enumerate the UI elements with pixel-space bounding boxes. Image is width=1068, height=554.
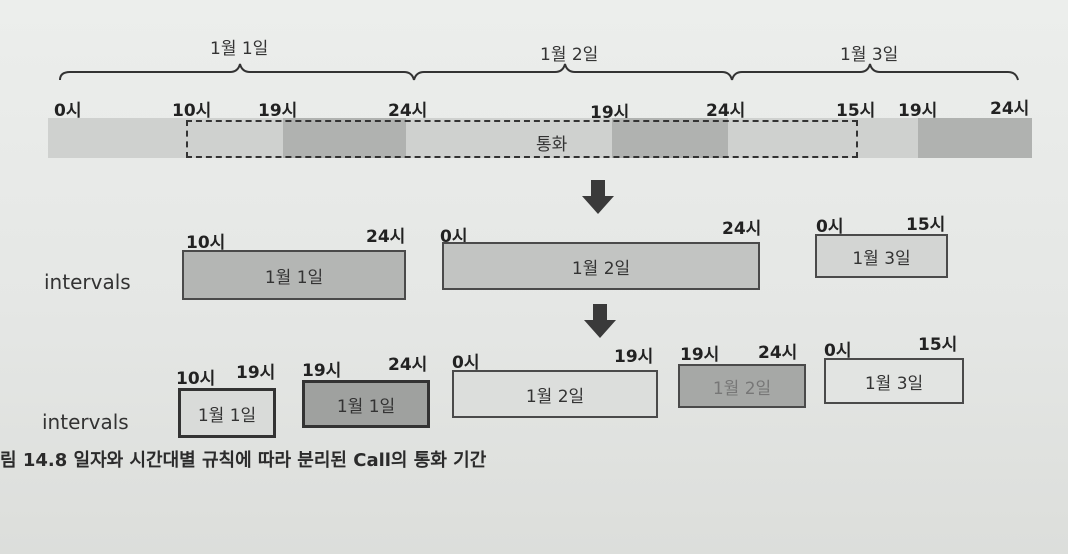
interval-box-day3: 1월 3일: [815, 234, 948, 278]
tick-label: 0시: [452, 353, 480, 373]
timeline-segment-light: [728, 118, 918, 158]
interval-box-day2-b: 1월 2일: [678, 364, 806, 408]
interval-label: 1월 2일: [571, 258, 631, 279]
day-label-3: 1월 3일: [840, 45, 899, 65]
tick-label: 24시: [388, 355, 428, 375]
day-braces: [59, 63, 1019, 81]
tick-label: 24시: [366, 227, 406, 247]
figure-caption: 림 14.8 일자와 시간대별 규칙에 따라 분리된 Call의 통화 기간: [0, 450, 487, 471]
hour-label: 19시: [898, 101, 938, 121]
interval-label: 1월 1일: [336, 396, 396, 417]
timeline-segment-light: [406, 118, 612, 158]
interval-label: 1월 2일: [525, 386, 585, 407]
tick-label: 19시: [236, 363, 276, 383]
day-label-1: 1월 1일: [210, 39, 269, 59]
timeline-segment-dark: [283, 118, 406, 158]
hour-label: 24시: [990, 99, 1030, 119]
hour-label: 19시: [258, 101, 298, 121]
down-arrow-icon: [582, 180, 614, 214]
interval-label: 1월 1일: [264, 267, 324, 288]
tick-label: 10시: [176, 369, 216, 389]
tick-label: 10시: [186, 233, 226, 253]
tick-label: 19시: [302, 361, 342, 381]
call-label: 통화: [536, 135, 568, 155]
timeline-segment-dark: [612, 118, 728, 158]
tick-label: 15시: [906, 215, 946, 235]
tick-label: 19시: [680, 345, 720, 365]
timeline-segment-light: [48, 118, 283, 158]
interval-box-day1: 1월 1일: [182, 250, 406, 300]
interval-box-day1-b: 1월 1일: [302, 380, 430, 428]
tick-label: 15시: [918, 335, 958, 355]
interval-label: 1월 3일: [864, 373, 924, 394]
interval-label: 1월 2일: [712, 378, 772, 399]
interval-label: 1월 3일: [852, 248, 911, 269]
timeline-segment-dark: [918, 118, 1032, 158]
hour-label: 24시: [706, 101, 746, 121]
row-label-intervals: intervals: [42, 410, 129, 434]
interval-box-day2: 1월 2일: [442, 242, 760, 290]
hour-label: 10시: [172, 101, 212, 121]
tick-label: 24시: [722, 219, 762, 239]
down-arrow-icon: [584, 304, 616, 338]
hour-label: 15시: [836, 101, 876, 121]
interval-box-day1-a: 1월 1일: [178, 388, 276, 438]
tick-label: 0시: [816, 217, 844, 237]
hour-label: 0시: [54, 101, 82, 121]
day-label-2: 1월 2일: [540, 45, 599, 65]
tick-label: 19시: [614, 347, 654, 367]
interval-box-day2-a: 1월 2일: [452, 370, 658, 418]
call-duration-box: [186, 120, 858, 158]
hour-label: 24시: [388, 101, 428, 121]
tick-label: 0시: [824, 341, 852, 361]
tick-label: 24시: [758, 343, 798, 363]
interval-label: 1월 1일: [197, 405, 257, 426]
interval-box-day3: 1월 3일: [824, 358, 964, 404]
row-label-intervals: intervals: [44, 270, 131, 294]
